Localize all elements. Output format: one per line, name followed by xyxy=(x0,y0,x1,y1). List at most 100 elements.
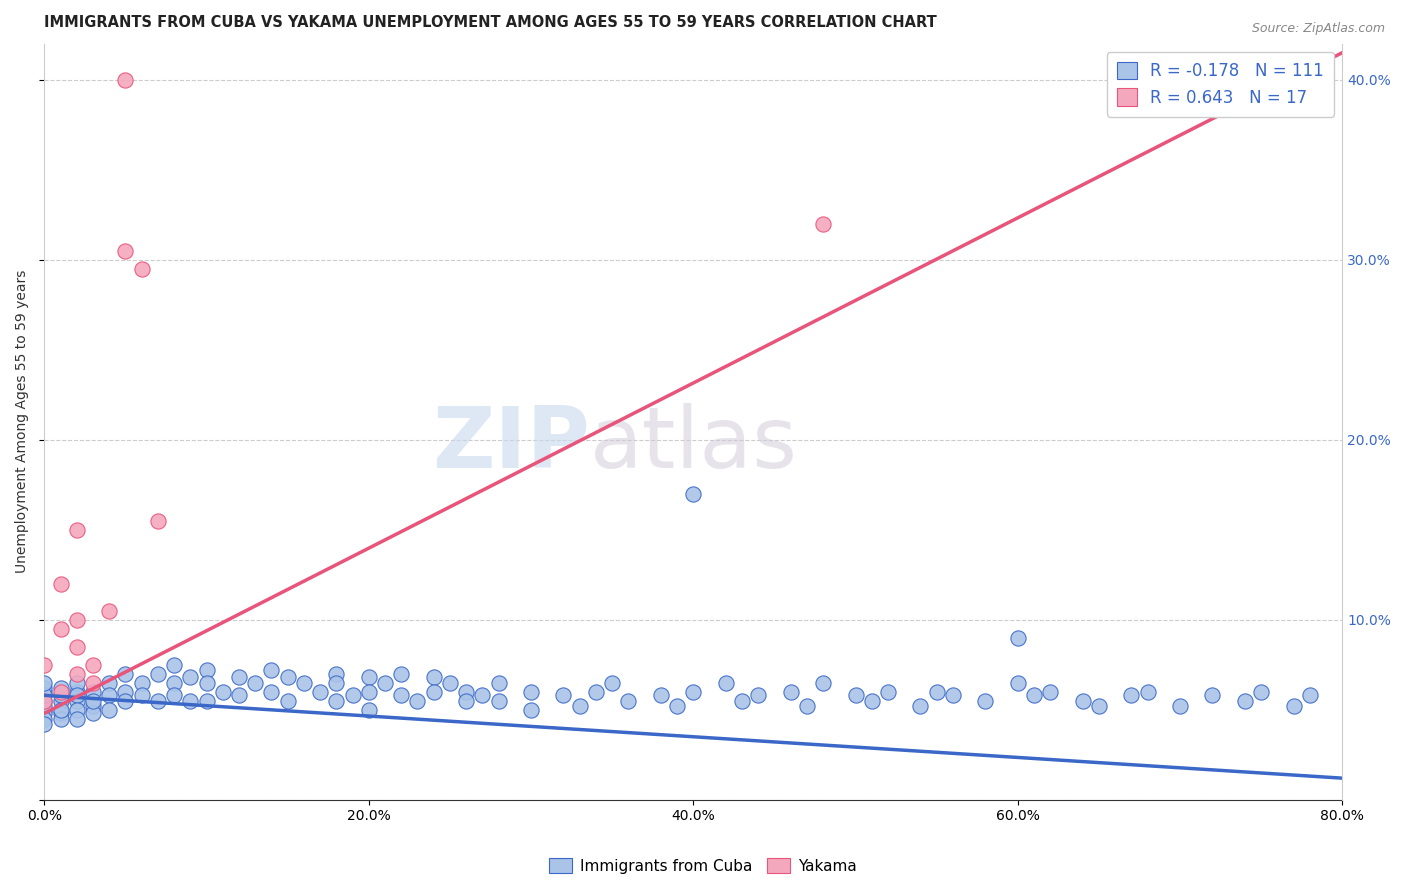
Point xyxy=(32,684,55,698)
Point xyxy=(32,712,55,726)
Point xyxy=(195,694,218,708)
Point xyxy=(49,712,72,726)
Point xyxy=(357,670,380,684)
Point xyxy=(309,684,332,698)
Point xyxy=(1007,675,1029,690)
Point xyxy=(66,684,89,698)
Point xyxy=(553,689,575,703)
Point xyxy=(811,675,834,690)
Point xyxy=(456,684,478,698)
Point xyxy=(389,689,412,703)
Point xyxy=(82,706,104,721)
Point xyxy=(747,689,769,703)
Point xyxy=(585,684,607,698)
Point xyxy=(179,670,201,684)
Point xyxy=(114,666,136,681)
Point xyxy=(82,699,104,714)
Text: IMMIGRANTS FROM CUBA VS YAKAMA UNEMPLOYMENT AMONG AGES 55 TO 59 YEARS CORRELATIO: IMMIGRANTS FROM CUBA VS YAKAMA UNEMPLOYM… xyxy=(44,15,936,30)
Point xyxy=(1282,699,1305,714)
Point xyxy=(66,675,89,690)
Point xyxy=(1007,631,1029,645)
Point xyxy=(179,694,201,708)
Point xyxy=(974,694,997,708)
Legend: R = -0.178   N = 111, R = 0.643   N = 17: R = -0.178 N = 111, R = 0.643 N = 17 xyxy=(1107,52,1334,117)
Point xyxy=(277,670,299,684)
Point xyxy=(406,694,429,708)
Point xyxy=(32,657,55,672)
Point xyxy=(49,622,72,636)
Point xyxy=(682,486,704,500)
Point xyxy=(389,666,412,681)
Point xyxy=(32,706,55,721)
Point xyxy=(1022,689,1045,703)
Point xyxy=(1299,689,1322,703)
Point xyxy=(32,703,55,717)
Point xyxy=(114,244,136,258)
Point xyxy=(49,706,72,721)
Point xyxy=(82,684,104,698)
Point xyxy=(49,681,72,695)
Point xyxy=(82,694,104,708)
Point xyxy=(600,675,623,690)
Text: ZIP: ZIP xyxy=(432,403,589,486)
Point xyxy=(146,694,169,708)
Point xyxy=(520,684,543,698)
Point xyxy=(245,675,267,690)
Point xyxy=(1088,699,1111,714)
Point xyxy=(342,689,364,703)
Point xyxy=(1136,684,1159,698)
Point xyxy=(439,675,461,690)
Point xyxy=(49,576,72,591)
Point xyxy=(422,670,444,684)
Point xyxy=(471,689,494,703)
Point xyxy=(1121,689,1143,703)
Point xyxy=(568,699,591,714)
Point xyxy=(66,694,89,708)
Point xyxy=(325,694,347,708)
Point xyxy=(98,675,121,690)
Legend: Immigrants from Cuba, Yakama: Immigrants from Cuba, Yakama xyxy=(543,852,863,880)
Point xyxy=(32,694,55,708)
Point xyxy=(666,699,689,714)
Point xyxy=(357,684,380,698)
Point xyxy=(260,684,283,698)
Point xyxy=(357,703,380,717)
Text: atlas: atlas xyxy=(589,403,797,486)
Point xyxy=(32,681,55,695)
Point xyxy=(163,689,186,703)
Point xyxy=(195,663,218,677)
Point xyxy=(877,684,900,698)
Point xyxy=(520,703,543,717)
Point xyxy=(714,675,737,690)
Point xyxy=(325,675,347,690)
Point xyxy=(456,694,478,708)
Point xyxy=(82,657,104,672)
Point xyxy=(66,523,89,537)
Point xyxy=(910,699,932,714)
Point xyxy=(32,694,55,708)
Y-axis label: Unemployment Among Ages 55 to 59 years: Unemployment Among Ages 55 to 59 years xyxy=(15,270,30,574)
Point xyxy=(114,694,136,708)
Point xyxy=(211,684,233,698)
Point xyxy=(488,675,510,690)
Point xyxy=(49,694,72,708)
Point xyxy=(66,689,89,703)
Point xyxy=(617,694,640,708)
Point xyxy=(163,657,186,672)
Point xyxy=(66,666,89,681)
Point xyxy=(796,699,818,714)
Point xyxy=(779,684,801,698)
Point xyxy=(1201,689,1223,703)
Point xyxy=(131,261,153,276)
Point xyxy=(114,72,136,87)
Point xyxy=(49,684,72,698)
Point xyxy=(860,694,883,708)
Point xyxy=(66,703,89,717)
Point xyxy=(682,684,704,698)
Point xyxy=(844,689,866,703)
Point xyxy=(49,689,72,703)
Point xyxy=(1071,694,1094,708)
Point xyxy=(32,699,55,714)
Point xyxy=(422,684,444,698)
Point xyxy=(82,675,104,690)
